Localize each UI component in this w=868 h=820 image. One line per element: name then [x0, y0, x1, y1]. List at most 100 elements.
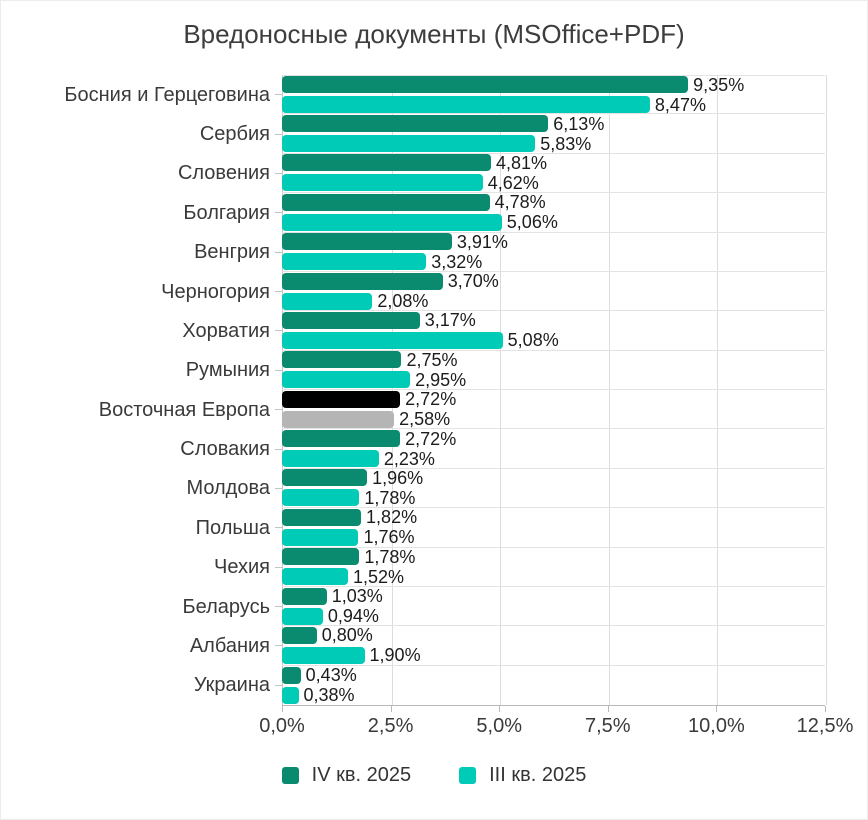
value-label: 0,80%: [321, 625, 373, 646]
value-label: 1,78%: [364, 546, 416, 567]
bar-group: 1,78% 1,52%: [282, 548, 825, 587]
bar-q4-2025: [282, 430, 401, 448]
bar-q3-2025: [282, 213, 502, 231]
bar-line: 5,06%: [282, 212, 825, 233]
value-label: 5,06%: [506, 212, 558, 233]
y-tick: [275, 94, 282, 96]
category-label-cell: Беларусь: [1, 587, 282, 626]
bar-line: 1,76%: [282, 528, 825, 546]
bar-group: 1,03% 0,94%: [282, 586, 825, 627]
y-tick: [275, 527, 282, 529]
bar-line: 0,43%: [282, 665, 825, 686]
category-row: Беларусь 1,03% 0,94%: [1, 586, 867, 627]
category-row: Украина 0,43% 0,38%: [1, 666, 867, 705]
value-label: 0,43%: [305, 665, 357, 686]
category-label: Польша: [195, 516, 270, 539]
bar-line: 2,58%: [282, 409, 825, 430]
bar-line: 2,72%: [282, 390, 825, 408]
bar-q3-2025: [282, 253, 427, 271]
legend-item: IV кв. 2025: [281, 764, 411, 787]
bar-group: 3,17% 5,08%: [282, 310, 825, 351]
bar-line: 0,38%: [282, 686, 825, 704]
x-tick-label: 7,5%: [585, 715, 631, 737]
bar-q4-2025: [282, 508, 362, 526]
value-label: 1,96%: [372, 467, 424, 488]
x-tick-label: 5,0%: [476, 715, 522, 737]
bar-line: 1,82%: [282, 507, 825, 528]
bar-group: 1,96% 1,78%: [282, 467, 825, 509]
category-label: Словакия: [180, 438, 270, 461]
value-label: 2,23%: [383, 448, 435, 469]
value-label: 2,08%: [377, 291, 429, 312]
value-label: 4,78%: [494, 192, 546, 213]
value-label: 2,58%: [399, 409, 451, 430]
chart-title: Вредоносные документы (MSOffice+PDF): [183, 19, 685, 49]
category-label: Болгария: [183, 201, 270, 224]
bar-q4-2025: [282, 272, 443, 290]
gridline: [500, 75, 502, 705]
bar-group: 2,72% 2,58%: [282, 390, 825, 430]
bar-line: 2,95%: [282, 369, 825, 390]
bar-line: 1,03%: [282, 586, 825, 607]
category-row: Черногория 3,70% 2,08%: [1, 271, 867, 312]
y-tick: [275, 606, 282, 608]
x-tick-mark: [390, 706, 392, 712]
bar-line: 3,32%: [282, 253, 825, 271]
value-label: 2,95%: [415, 369, 467, 390]
value-label: 2,75%: [406, 349, 458, 370]
value-label: 3,17%: [424, 310, 476, 331]
bar-q4-2025: [282, 115, 549, 133]
category-row: Сербия 6,13% 5,83%: [1, 114, 867, 154]
value-label: 3,70%: [447, 271, 499, 292]
bar-q3-2025: [282, 292, 373, 310]
category-row: Молдова 1,96% 1,78%: [1, 467, 867, 509]
bar-group: 1,82% 1,76%: [282, 507, 825, 548]
plot-area: Босния и Герцеговина 9,35% 8,47% Сербия 6,13…: [1, 75, 867, 705]
value-label: 5,08%: [507, 330, 559, 351]
legend: IV кв. 2025 III кв. 2025: [1, 764, 867, 787]
y-tick: [275, 566, 282, 568]
category-label: Чехия: [213, 556, 270, 579]
y-tick: [275, 684, 282, 686]
value-label: 5,83%: [540, 133, 592, 154]
gridline: [391, 75, 393, 705]
category-label-cell: Черногория: [1, 272, 282, 311]
gridline: [608, 75, 610, 705]
x-tick-mark: [282, 706, 283, 712]
value-label: 1,82%: [366, 507, 418, 528]
value-label: 4,81%: [495, 152, 547, 173]
bar-line: 3,91%: [282, 233, 825, 251]
legend-label: III кв. 2025: [489, 764, 587, 786]
value-label: 1,03%: [331, 586, 383, 607]
bar-group: 3,70% 2,08%: [282, 271, 825, 312]
bar-q4-2025: [282, 351, 402, 369]
legend-item: III кв. 2025: [459, 764, 586, 787]
category-label-cell: Молдова: [1, 469, 282, 508]
bar-line: 5,08%: [282, 330, 825, 351]
category-label-cell: Босния и Герцеговина: [1, 75, 282, 114]
x-tick-label: 12,5%: [796, 715, 854, 737]
bar-line: 2,75%: [282, 349, 825, 370]
category-label: Восточная Европа: [98, 398, 270, 421]
y-tick: [275, 330, 282, 332]
bar-line: 1,90%: [282, 646, 825, 664]
x-tick-label: 10,0%: [688, 715, 745, 737]
bar-q3-2025: [282, 174, 483, 192]
gridline: [717, 75, 719, 705]
category-label: Хорватия: [182, 319, 270, 342]
bar-rows: Босния и Герцеговина 9,35% 8,47% Сербия 6,13…: [1, 75, 867, 705]
bar-q4-2025: [282, 666, 301, 684]
bar-line: 1,78%: [282, 489, 825, 507]
y-tick: [275, 291, 282, 293]
bar-line: 8,47%: [282, 96, 825, 114]
x-tick-mark: [499, 706, 501, 712]
category-label: Молдова: [186, 477, 270, 500]
category-label-cell: Польша: [1, 508, 282, 547]
bar-line: 1,78%: [282, 546, 825, 567]
bar-q3-2025: [282, 686, 299, 704]
y-tick: [275, 369, 282, 371]
bar-q3-2025: [282, 410, 395, 428]
category-row: Польша 1,82% 1,76%: [1, 507, 867, 548]
bar-group: 0,43% 0,38%: [282, 666, 825, 705]
category-label: Словения: [177, 162, 270, 185]
